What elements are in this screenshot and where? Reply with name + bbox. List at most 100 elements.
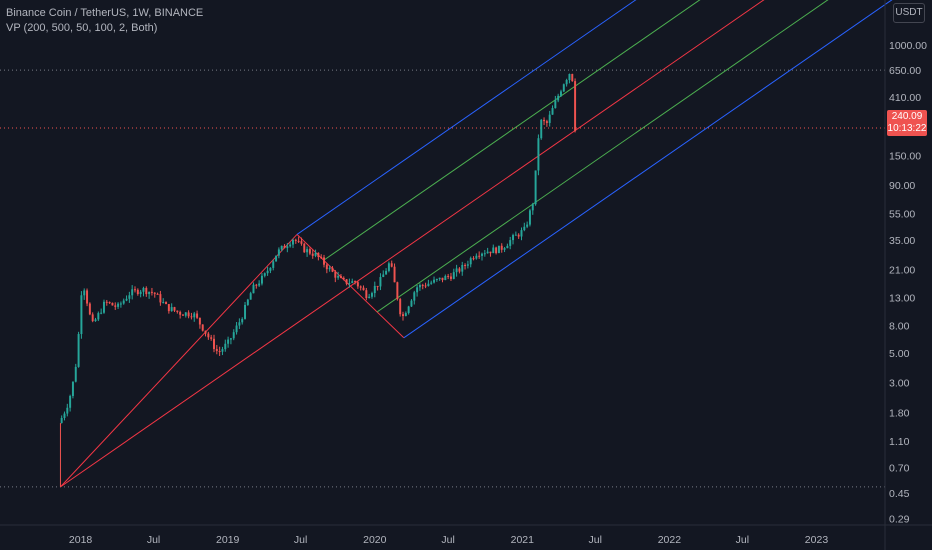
candle-body — [449, 276, 452, 279]
candle-body — [481, 253, 483, 256]
price-axis[interactable]: 1000.00 650.00 410.00 150.00 90.00 55.00 35.00… — [884, 0, 927, 550]
price-tick-label: 5.00 — [889, 348, 910, 360]
candle-body — [215, 349, 218, 352]
candle-body — [503, 248, 506, 250]
candle-body — [145, 287, 148, 295]
candle-body — [128, 295, 131, 299]
candle-body — [291, 239, 294, 245]
time-tick-label: 2021 — [511, 534, 535, 546]
candle-body — [289, 244, 292, 247]
pitchfork-inner-upper-line — [323, 0, 701, 261]
candle-body — [91, 314, 94, 322]
candle-body — [444, 275, 447, 281]
candle-body — [557, 95, 560, 101]
time-tick-label: Jul — [294, 534, 307, 546]
pitchfork-upper-line — [296, 0, 637, 235]
candle-body — [402, 314, 404, 317]
candle-body — [77, 334, 80, 367]
symbol-title[interactable]: Binance Coin / TetherUS, 1W, BINANCE — [6, 7, 204, 19]
pitchfork-drawing[interactable] — [59, 0, 925, 488]
candle-body — [198, 317, 201, 325]
candle-body — [345, 279, 348, 284]
candle-body — [523, 226, 526, 231]
pitchfork-handle — [60, 234, 298, 488]
candle-body — [317, 252, 320, 257]
candle-body — [545, 121, 548, 123]
candle-body — [435, 279, 438, 281]
candle-body — [334, 271, 337, 278]
candle-body — [179, 311, 182, 315]
candle-body — [71, 381, 74, 396]
candle-body — [60, 417, 63, 424]
candle-body — [368, 296, 371, 299]
candle-body — [475, 255, 478, 259]
candle-body — [249, 293, 252, 300]
candle-body — [373, 285, 376, 294]
candle-body — [447, 275, 450, 277]
candle-body — [297, 240, 300, 242]
candle-body — [365, 290, 368, 299]
candle-body — [404, 313, 407, 317]
candle-body — [509, 240, 512, 246]
indicator-label[interactable]: VP (200, 500, 50, 100, 2, Both) — [6, 22, 158, 34]
price-tick-label: 1.80 — [889, 407, 910, 419]
candle-body — [433, 279, 436, 283]
candle-body — [204, 330, 207, 334]
time-axis[interactable]: 2018 Jul 2019 Jul 2020 Jul 2021 Jul 2022 Jul 2023 — [0, 524, 932, 546]
candle-body — [424, 285, 427, 287]
candle-body — [201, 324, 204, 331]
candle-body — [114, 305, 117, 307]
candle-body — [294, 239, 297, 241]
candle-body — [348, 282, 351, 284]
candle-body — [252, 284, 255, 294]
candle-body — [108, 302, 111, 304]
candle-body — [241, 318, 244, 323]
candle-body — [379, 277, 382, 287]
candle-body — [393, 266, 396, 283]
price-tick-label: 150.00 — [889, 150, 921, 162]
candle-body — [356, 282, 359, 287]
candle-body — [184, 312, 187, 316]
chart-legend: Binance Coin / TetherUS, 1W, BINANCE VP … — [6, 6, 203, 36]
price-tick-label: 8.00 — [889, 321, 910, 333]
candle-body — [286, 246, 289, 249]
candle-body — [438, 277, 441, 280]
price-tick-label: 55.00 — [889, 209, 915, 221]
candle-body — [486, 251, 489, 254]
candle-body — [320, 256, 323, 258]
candle-body — [238, 322, 241, 326]
candle-body — [150, 291, 153, 293]
candle-body — [229, 338, 232, 340]
candle-body — [359, 286, 362, 288]
time-tick-label: 2018 — [69, 534, 93, 546]
candle-body — [122, 300, 125, 304]
candle-body — [489, 251, 492, 254]
candle-body — [385, 270, 388, 275]
currency-unit[interactable]: USDT — [893, 3, 925, 23]
candlestick-series — [60, 73, 577, 424]
candle-body — [162, 302, 165, 304]
candle-body — [354, 281, 357, 283]
candle-body — [148, 291, 151, 295]
candle-body — [483, 253, 486, 255]
price-tick-label: 3.00 — [889, 378, 910, 390]
candle-body — [266, 270, 269, 274]
candle-body — [142, 287, 145, 292]
candle-body — [325, 264, 328, 270]
candle-body — [244, 304, 247, 319]
time-tick-label: Jul — [147, 534, 160, 546]
candle-body — [97, 313, 100, 320]
candle-body — [497, 245, 500, 254]
candle-body — [331, 267, 334, 272]
bar-countdown: 10:13:22 — [887, 123, 927, 134]
candle-body — [537, 138, 540, 171]
candle-body — [167, 304, 170, 312]
candle-body — [159, 294, 162, 303]
candle-body — [464, 264, 467, 266]
candle-body — [452, 272, 455, 279]
candle-body — [255, 284, 258, 286]
candle-body — [559, 91, 562, 96]
candle-body — [554, 100, 557, 109]
candle-body — [207, 333, 210, 338]
